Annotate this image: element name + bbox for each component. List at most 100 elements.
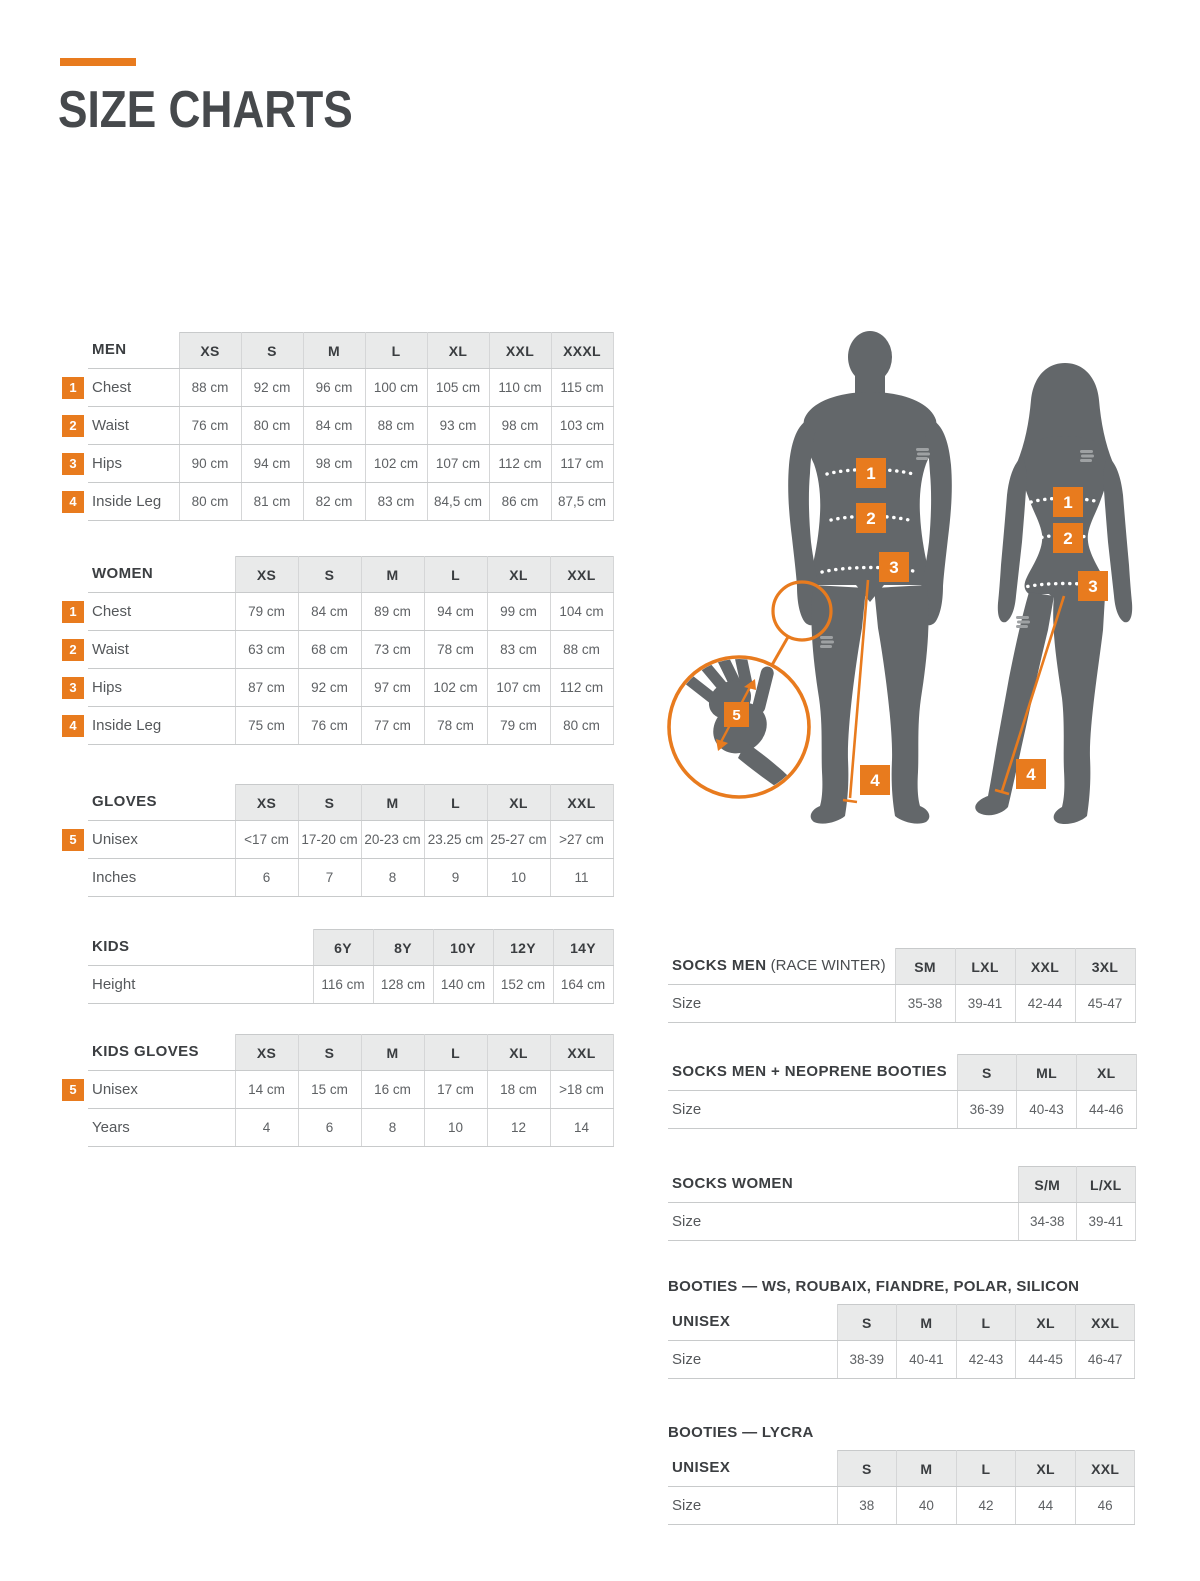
column-header-s: S <box>836 1304 898 1341</box>
size-value: 112 cm <box>488 444 552 483</box>
size-value: 46 <box>1074 1486 1136 1525</box>
size-value: 110 cm <box>488 368 552 407</box>
column-header-3xl: 3XL <box>1074 948 1136 985</box>
size-value: 93 cm <box>426 406 490 445</box>
row-label: Size <box>672 1496 702 1514</box>
man-inside-leg-marker: 4 <box>860 765 890 795</box>
row-label: Unisex <box>92 1080 138 1098</box>
row-label-cell: Size <box>668 984 896 1023</box>
table-name: KIDS <box>92 938 130 956</box>
booties-main-table-section: BOOTIES — WS, ROUBAIX, FIANDRE, POLAR, S… <box>668 1278 1136 1379</box>
table-row: Size 36-39 40-43 44-46 <box>668 1090 1137 1129</box>
size-value: 82 cm <box>302 482 366 521</box>
row-label-cell: Inches <box>88 858 236 897</box>
size-value: 84,5 cm <box>426 482 490 521</box>
size-value: 104 cm <box>549 592 614 631</box>
table-header-row: SOCKS MEN + NEOPRENE BOOTIES S ML XL <box>668 1054 1137 1091</box>
men-table-section: MEN XS S M L XL XXL XXXL 1 Chest 88 cm 92 cm 96 cm 10… <box>62 332 614 521</box>
svg-text:2: 2 <box>866 509 875 528</box>
size-value: 97 cm <box>360 668 425 707</box>
size-value: 115 cm <box>550 368 614 407</box>
column-header-m: M <box>360 556 425 593</box>
measure-badge-4: 4 <box>62 714 84 737</box>
size-value: 102 cm <box>364 444 428 483</box>
size-value: 25-27 cm <box>486 820 551 859</box>
table-row: 3 Hips 87 cm 92 cm 97 cm 102 cm 107 cm 112 cm <box>62 668 614 707</box>
row-label-cell: 5 Unisex <box>62 820 236 859</box>
column-header-s: S <box>297 1034 362 1071</box>
column-header-xl: XL <box>426 332 490 369</box>
size-value: 8 <box>360 858 425 897</box>
column-header-s-m: S/M <box>1017 1166 1077 1203</box>
size-value: 78 cm <box>423 630 488 669</box>
kids-size-table: KIDS 6Y 8Y 10Y 12Y 14Y Height 116 cm 128 cm 140 c… <box>88 929 614 1004</box>
man-hips-marker: 3 <box>879 552 909 582</box>
column-header-m: M <box>896 1450 957 1487</box>
column-header-m: M <box>360 1034 425 1071</box>
row-label-cell: 2 Waist <box>62 630 236 669</box>
table-name-cell: GLOVES <box>88 784 236 821</box>
svg-text:1: 1 <box>1063 493 1072 512</box>
table-name: UNISEX <box>672 1459 731 1477</box>
table-name-cell: SOCKS WOMEN <box>668 1166 1019 1203</box>
column-header-xxl: XXL <box>549 1034 614 1071</box>
size-value: 10 <box>486 858 551 897</box>
size-value: 38-39 <box>836 1340 898 1379</box>
size-value: 105 cm <box>426 368 490 407</box>
column-header-s: S <box>956 1054 1018 1091</box>
column-header-l: L <box>955 1450 1017 1487</box>
measure-badge-3: 3 <box>62 452 84 475</box>
size-value: 84 cm <box>302 406 366 445</box>
size-value: <17 cm <box>234 820 299 859</box>
row-label-cell: 3 Hips <box>62 668 236 707</box>
column-header-s: S <box>836 1450 898 1487</box>
table-header-row: KIDS 6Y 8Y 10Y 12Y 14Y <box>88 929 614 966</box>
size-value: 17-20 cm <box>297 820 362 859</box>
column-header-xs: XS <box>234 1034 299 1071</box>
column-header-l: L <box>955 1304 1017 1341</box>
column-header-xs: XS <box>234 556 299 593</box>
row-label: Inches <box>92 868 137 886</box>
size-value: 76 cm <box>178 406 242 445</box>
table-row: Height 116 cm 128 cm 140 cm 152 cm 164 cm <box>88 965 614 1004</box>
size-value: 86 cm <box>488 482 552 521</box>
measure-badge-1: 1 <box>62 376 84 399</box>
svg-text:4: 4 <box>1026 765 1036 784</box>
size-value: 94 cm <box>423 592 488 631</box>
row-label: Hips <box>92 678 123 696</box>
size-value: 84 cm <box>297 592 362 631</box>
row-label: Inside Leg <box>92 716 162 734</box>
size-value: 80 cm <box>178 482 242 521</box>
column-header-ml: ML <box>1016 1054 1077 1091</box>
size-value: >18 cm <box>549 1070 614 1109</box>
table-name: WOMEN <box>92 565 154 583</box>
size-value: 39-41 <box>1076 1202 1136 1241</box>
size-value: 63 cm <box>234 630 299 669</box>
man-chest-marker: 1 <box>856 458 886 488</box>
row-label-cell: 1 Chest <box>62 368 180 407</box>
column-header-xl: XL <box>1015 1304 1076 1341</box>
table-name: SOCKS WOMEN <box>672 1175 794 1193</box>
table-row: Inches 6 7 8 9 10 11 <box>88 858 614 897</box>
table-name-cell: UNISEX <box>668 1304 838 1341</box>
measure-badge-5: 5 <box>62 1078 84 1101</box>
kids-table-section: KIDS 6Y 8Y 10Y 12Y 14Y Height 116 cm 128 cm 140 c… <box>62 929 614 1004</box>
man-waist-marker: 2 <box>856 503 886 533</box>
table-name-cell: UNISEX <box>668 1450 838 1487</box>
column-header-6y: 6Y <box>312 929 374 966</box>
size-value: 107 cm <box>426 444 490 483</box>
table-row: Years 4 6 8 10 12 14 <box>88 1108 614 1147</box>
table-header-row: UNISEX S M L XL XXL <box>668 1304 1136 1341</box>
size-value: 46-47 <box>1074 1340 1136 1379</box>
row-label: Height <box>92 975 136 993</box>
row-label-cell: 1 Chest <box>62 592 236 631</box>
column-header-xs: XS <box>234 784 299 821</box>
size-value: 94 cm <box>240 444 304 483</box>
size-value: 45-47 <box>1074 984 1136 1023</box>
size-value: 128 cm <box>372 965 434 1004</box>
table-header-row: GLOVES XS S M L XL XXL <box>88 784 614 821</box>
row-label-cell: Size <box>668 1486 838 1525</box>
size-value: 6 <box>297 1108 362 1147</box>
size-value: 92 cm <box>240 368 304 407</box>
